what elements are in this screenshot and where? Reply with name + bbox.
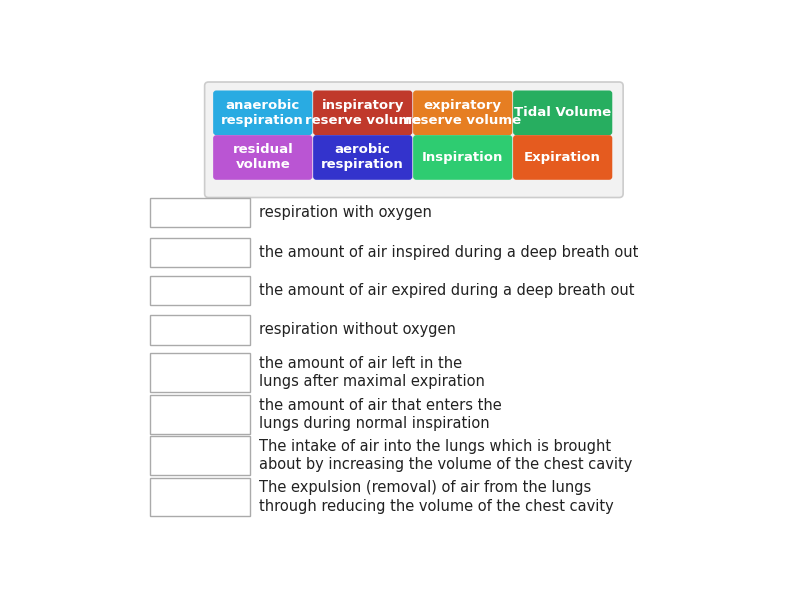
FancyBboxPatch shape xyxy=(513,91,612,135)
Text: The intake of air into the lungs which is brought
about by increasing the volume: The intake of air into the lungs which i… xyxy=(259,439,632,472)
FancyBboxPatch shape xyxy=(150,197,250,227)
Text: the amount of air expired during a deep breath out: the amount of air expired during a deep … xyxy=(259,283,634,298)
Text: residual
volume: residual volume xyxy=(232,143,293,172)
Text: the amount of air that enters the
lungs during normal inspiration: the amount of air that enters the lungs … xyxy=(259,398,502,431)
Text: anaerobic
respiration: anaerobic respiration xyxy=(222,99,304,127)
FancyBboxPatch shape xyxy=(150,238,250,267)
FancyBboxPatch shape xyxy=(213,135,312,180)
FancyBboxPatch shape xyxy=(150,316,250,344)
FancyBboxPatch shape xyxy=(150,478,250,516)
FancyBboxPatch shape xyxy=(150,276,250,305)
FancyBboxPatch shape xyxy=(513,135,612,180)
FancyBboxPatch shape xyxy=(313,135,412,180)
FancyBboxPatch shape xyxy=(413,91,512,135)
FancyBboxPatch shape xyxy=(413,135,512,180)
Text: The expulsion (removal) of air from the lungs
through reducing the volume of the: The expulsion (removal) of air from the … xyxy=(259,480,614,514)
FancyBboxPatch shape xyxy=(150,395,250,434)
Text: the amount of air inspired during a deep breath out: the amount of air inspired during a deep… xyxy=(259,245,638,260)
Text: Inspiration: Inspiration xyxy=(422,151,503,164)
FancyBboxPatch shape xyxy=(150,353,250,392)
Text: respiration without oxygen: respiration without oxygen xyxy=(259,322,456,337)
FancyBboxPatch shape xyxy=(313,91,412,135)
FancyBboxPatch shape xyxy=(150,436,250,475)
FancyBboxPatch shape xyxy=(213,91,312,135)
Text: expiratory
reserve volume: expiratory reserve volume xyxy=(405,99,521,127)
FancyBboxPatch shape xyxy=(205,82,623,197)
Text: Expiration: Expiration xyxy=(524,151,601,164)
Text: respiration with oxygen: respiration with oxygen xyxy=(259,205,432,220)
Text: aerobic
respiration: aerobic respiration xyxy=(322,143,404,172)
Text: Tidal Volume: Tidal Volume xyxy=(514,106,611,119)
Text: inspiratory
reserve volume: inspiratory reserve volume xyxy=(305,99,421,127)
Text: the amount of air left in the
lungs after maximal expiration: the amount of air left in the lungs afte… xyxy=(259,355,485,389)
